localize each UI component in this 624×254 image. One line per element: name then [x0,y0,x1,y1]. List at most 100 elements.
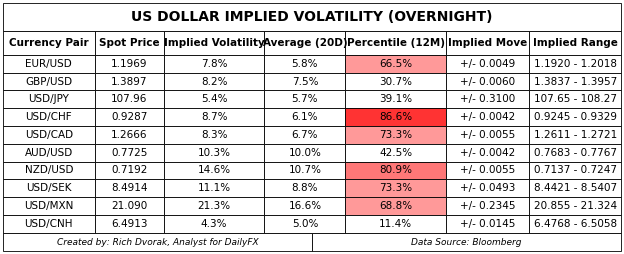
FancyBboxPatch shape [446,197,529,215]
Text: 73.3%: 73.3% [379,130,412,140]
FancyBboxPatch shape [345,197,446,215]
Text: +/- 0.0493: +/- 0.0493 [460,183,515,193]
Text: 1.1920 - 1.2018: 1.1920 - 1.2018 [534,59,617,69]
Text: +/- 0.0055: +/- 0.0055 [460,166,515,176]
Text: 0.9245 - 0.9329: 0.9245 - 0.9329 [534,112,617,122]
FancyBboxPatch shape [163,31,265,55]
FancyBboxPatch shape [446,108,529,126]
Text: 30.7%: 30.7% [379,76,412,87]
FancyBboxPatch shape [345,126,446,144]
FancyBboxPatch shape [345,55,446,73]
FancyBboxPatch shape [95,197,163,215]
FancyBboxPatch shape [446,126,529,144]
FancyBboxPatch shape [265,31,345,55]
FancyBboxPatch shape [95,126,163,144]
FancyBboxPatch shape [163,197,265,215]
FancyBboxPatch shape [3,55,95,73]
Text: 8.2%: 8.2% [201,76,227,87]
Text: GBP/USD: GBP/USD [25,76,72,87]
FancyBboxPatch shape [446,31,529,55]
Text: 10.7%: 10.7% [288,166,321,176]
FancyBboxPatch shape [3,215,95,233]
Text: 42.5%: 42.5% [379,148,412,158]
FancyBboxPatch shape [163,73,265,90]
FancyBboxPatch shape [3,233,312,251]
Text: NZD/USD: NZD/USD [24,166,73,176]
FancyBboxPatch shape [265,179,345,197]
FancyBboxPatch shape [345,90,446,108]
Text: 10.3%: 10.3% [198,148,231,158]
Text: 8.4421 - 8.5407: 8.4421 - 8.5407 [534,183,617,193]
Text: +/- 0.2345: +/- 0.2345 [460,201,515,211]
Text: +/- 0.0042: +/- 0.0042 [460,112,515,122]
FancyBboxPatch shape [163,55,265,73]
Text: 1.3897: 1.3897 [111,76,147,87]
Text: +/- 0.0060: +/- 0.0060 [460,76,515,87]
FancyBboxPatch shape [265,162,345,179]
FancyBboxPatch shape [529,73,621,90]
FancyBboxPatch shape [95,90,163,108]
Text: AUD/USD: AUD/USD [25,148,73,158]
FancyBboxPatch shape [529,162,621,179]
Text: Average (20D): Average (20D) [263,38,347,48]
Text: 1.2611 - 1.2721: 1.2611 - 1.2721 [534,130,617,140]
Text: Percentile (12M): Percentile (12M) [347,38,445,48]
FancyBboxPatch shape [265,90,345,108]
Text: USD/MXN: USD/MXN [24,201,74,211]
Text: 5.7%: 5.7% [291,94,318,104]
FancyBboxPatch shape [529,31,621,55]
FancyBboxPatch shape [529,90,621,108]
FancyBboxPatch shape [529,55,621,73]
FancyBboxPatch shape [3,3,621,31]
Text: 10.0%: 10.0% [288,148,321,158]
FancyBboxPatch shape [312,233,621,251]
Text: +/- 0.0055: +/- 0.0055 [460,130,515,140]
Text: Created by: Rich Dvorak, Analyst for DailyFX: Created by: Rich Dvorak, Analyst for Dai… [57,238,258,247]
FancyBboxPatch shape [163,144,265,162]
Text: 39.1%: 39.1% [379,94,412,104]
FancyBboxPatch shape [529,126,621,144]
Text: Currency Pair: Currency Pair [9,38,89,48]
FancyBboxPatch shape [3,73,95,90]
FancyBboxPatch shape [345,215,446,233]
FancyBboxPatch shape [345,162,446,179]
Text: 7.8%: 7.8% [201,59,227,69]
FancyBboxPatch shape [265,144,345,162]
FancyBboxPatch shape [3,31,95,55]
Text: 5.4%: 5.4% [201,94,227,104]
Text: 1.2666: 1.2666 [111,130,147,140]
Text: 107.65 - 108.27: 107.65 - 108.27 [534,94,617,104]
Text: 107.96: 107.96 [111,94,147,104]
FancyBboxPatch shape [446,73,529,90]
FancyBboxPatch shape [163,126,265,144]
Text: 66.5%: 66.5% [379,59,412,69]
Text: 6.7%: 6.7% [291,130,318,140]
Text: +/- 0.0049: +/- 0.0049 [460,59,515,69]
Text: 80.9%: 80.9% [379,166,412,176]
Text: 5.8%: 5.8% [291,59,318,69]
Text: Implied Move: Implied Move [448,38,527,48]
Text: 16.6%: 16.6% [288,201,321,211]
FancyBboxPatch shape [529,197,621,215]
Text: 6.4768 - 6.5058: 6.4768 - 6.5058 [534,219,617,229]
FancyBboxPatch shape [265,73,345,90]
FancyBboxPatch shape [345,179,446,197]
FancyBboxPatch shape [163,215,265,233]
Text: USD/JPY: USD/JPY [29,94,69,104]
FancyBboxPatch shape [529,144,621,162]
FancyBboxPatch shape [446,144,529,162]
Text: 20.855 - 21.324: 20.855 - 21.324 [534,201,617,211]
Text: 6.4913: 6.4913 [111,219,147,229]
Text: US DOLLAR IMPLIED VOLATILITY (OVERNIGHT): US DOLLAR IMPLIED VOLATILITY (OVERNIGHT) [131,10,493,24]
Text: Implied Range: Implied Range [533,38,618,48]
Text: 73.3%: 73.3% [379,183,412,193]
FancyBboxPatch shape [446,179,529,197]
FancyBboxPatch shape [3,108,95,126]
Text: USD/CAD: USD/CAD [25,130,73,140]
Text: 8.7%: 8.7% [201,112,227,122]
Text: EUR/USD: EUR/USD [26,59,72,69]
Text: +/- 0.0145: +/- 0.0145 [460,219,515,229]
FancyBboxPatch shape [95,108,163,126]
FancyBboxPatch shape [3,126,95,144]
Text: 5.0%: 5.0% [291,219,318,229]
